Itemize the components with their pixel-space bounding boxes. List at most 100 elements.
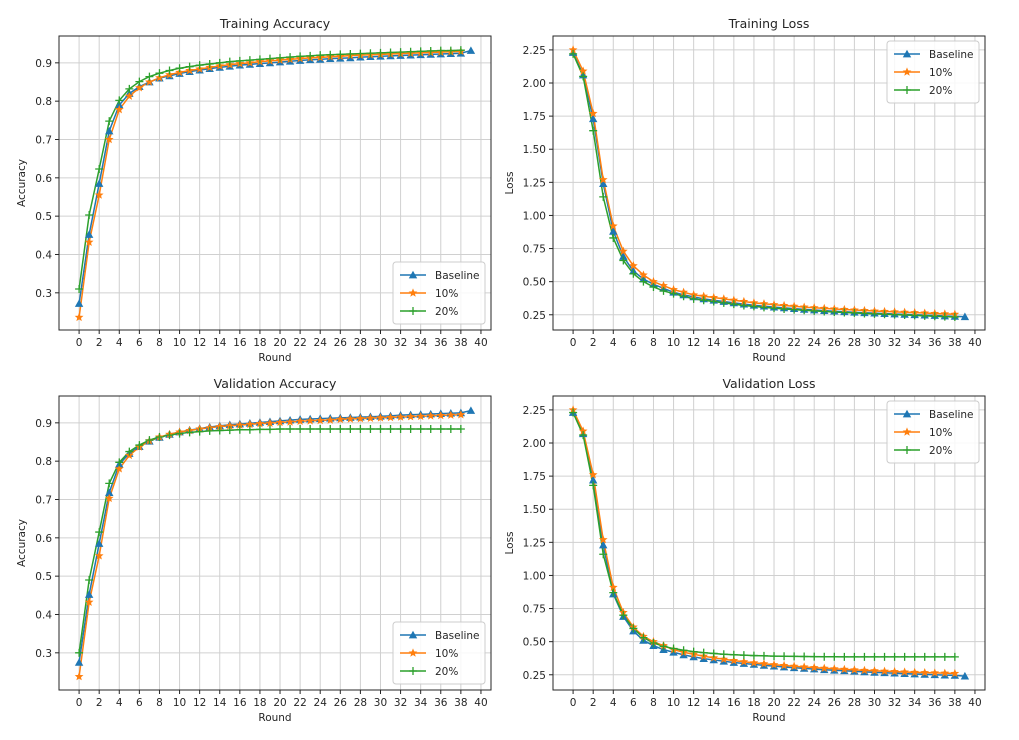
data-point xyxy=(104,134,114,144)
data-point xyxy=(215,422,225,431)
y-tick-label: 0.4 xyxy=(35,609,52,621)
data-point xyxy=(588,114,598,123)
data-point xyxy=(759,659,769,668)
data-point xyxy=(619,611,628,620)
y-tick-label: 0.5 xyxy=(35,571,52,583)
y-tick-label: 2.00 xyxy=(523,78,546,90)
data-point xyxy=(749,302,758,311)
data-point xyxy=(649,277,658,286)
chart-panel: 0 2 4 6 8 10 12 14 16 18 20 22 24 26 28 30 32 34 36 38 400.3… xyxy=(16,376,492,724)
y-tick-label: 0.75 xyxy=(523,604,546,616)
data-point xyxy=(890,310,899,319)
y-axis-label: Loss xyxy=(504,531,516,554)
data-point xyxy=(659,281,668,290)
data-point xyxy=(276,53,285,62)
legend: Baseline 10% 20% xyxy=(886,400,980,464)
data-point xyxy=(295,416,305,426)
data-point xyxy=(649,282,658,291)
data-point xyxy=(74,299,84,307)
y-tick-label: 0.4 xyxy=(35,249,52,261)
x-axis-label: Round xyxy=(752,352,785,364)
data-point xyxy=(104,493,114,503)
x-tick-label: 22 xyxy=(787,337,800,349)
data-point xyxy=(840,652,849,661)
data-point xyxy=(245,419,255,429)
data-point xyxy=(276,424,285,433)
data-point xyxy=(125,447,134,456)
legend-label: 10% xyxy=(929,67,952,79)
x-tick-label: 34 xyxy=(908,697,922,709)
x-tick-label: 8 xyxy=(650,697,657,709)
x-tick-label: 32 xyxy=(394,337,407,349)
x-tick-label: 26 xyxy=(828,337,842,349)
x-tick-label: 40 xyxy=(474,337,487,349)
data-point xyxy=(588,475,598,484)
data-point xyxy=(315,415,325,425)
data-point xyxy=(749,651,758,660)
data-point xyxy=(689,290,699,299)
data-point xyxy=(739,651,748,660)
data-point xyxy=(265,418,275,427)
data-point xyxy=(779,660,789,670)
data-point xyxy=(870,666,879,675)
y-tick-label: 0.3 xyxy=(35,288,52,300)
y-tick-label: 0.9 xyxy=(35,418,52,430)
data-point xyxy=(396,412,405,421)
data-point xyxy=(255,55,264,64)
legend-marker-icon xyxy=(409,307,417,315)
x-tick-label: 4 xyxy=(116,697,123,709)
data-point xyxy=(679,292,688,301)
chart-panel: 0 2 4 6 8 10 12 14 16 18 20 22 24 26 28 30 32 34 36 38 400.3… xyxy=(16,16,492,364)
data-point xyxy=(356,424,365,433)
data-point xyxy=(829,664,839,673)
x-tick-label: 2 xyxy=(590,337,597,349)
legend-marker-icon xyxy=(902,427,912,436)
data-point xyxy=(759,651,768,660)
data-point xyxy=(820,307,829,316)
data-point xyxy=(346,424,355,433)
data-point xyxy=(336,50,345,59)
x-tick-label: 6 xyxy=(136,337,143,349)
data-point xyxy=(316,424,325,433)
x-tick-label: 0 xyxy=(76,697,83,709)
data-point xyxy=(920,311,929,320)
data-point xyxy=(145,436,154,445)
y-tick-label: 1.00 xyxy=(523,210,546,222)
data-point xyxy=(920,668,930,677)
x-tick-label: 16 xyxy=(727,697,741,709)
data-point xyxy=(265,425,274,434)
x-tick-label: 8 xyxy=(156,337,163,349)
x-tick-label: 8 xyxy=(156,697,163,709)
data-point xyxy=(739,657,749,666)
x-tick-label: 0 xyxy=(570,697,577,709)
legend-marker-icon xyxy=(902,409,912,418)
data-point xyxy=(175,64,184,73)
legend: Baseline 10% 20% xyxy=(392,261,486,325)
data-point xyxy=(356,414,365,423)
data-point xyxy=(215,426,224,435)
data-point xyxy=(84,230,94,238)
data-point xyxy=(739,296,749,306)
x-tick-label: 18 xyxy=(747,697,760,709)
x-tick-label: 12 xyxy=(687,697,700,709)
data-point xyxy=(366,424,375,433)
data-point xyxy=(225,57,234,66)
data-point xyxy=(205,59,214,68)
x-axis-label: Round xyxy=(752,712,785,724)
x-tick-label: 28 xyxy=(354,337,367,349)
chart-title: Training Accuracy xyxy=(219,16,331,31)
x-tick-label: 22 xyxy=(293,337,306,349)
data-point xyxy=(880,666,889,675)
data-point xyxy=(105,126,114,135)
y-axis-label: Accuracy xyxy=(16,519,28,567)
chart-panel: 0 2 4 6 8 10 12 14 16 18 20 22 24 26 28 30 32 34 36 38 400.2… xyxy=(504,16,986,364)
legend-label: 20% xyxy=(929,85,952,97)
x-tick-label: 28 xyxy=(354,697,367,709)
x-tick-label: 26 xyxy=(828,697,842,709)
x-tick-label: 34 xyxy=(414,337,428,349)
data-point xyxy=(135,77,144,86)
data-point xyxy=(589,126,598,135)
data-point xyxy=(165,66,174,75)
data-point xyxy=(255,419,265,428)
data-point xyxy=(286,53,295,62)
